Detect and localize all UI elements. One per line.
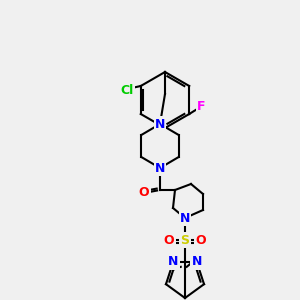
Text: N: N [155, 118, 165, 130]
Text: S: S [181, 233, 190, 247]
Text: O: O [196, 233, 206, 247]
Text: N: N [180, 212, 190, 224]
Text: N: N [155, 161, 165, 175]
Text: N: N [168, 255, 178, 268]
Text: N: N [192, 255, 202, 268]
Text: O: O [164, 233, 174, 247]
Text: F: F [197, 100, 206, 112]
Text: O: O [139, 187, 149, 200]
Text: Cl: Cl [120, 85, 134, 98]
